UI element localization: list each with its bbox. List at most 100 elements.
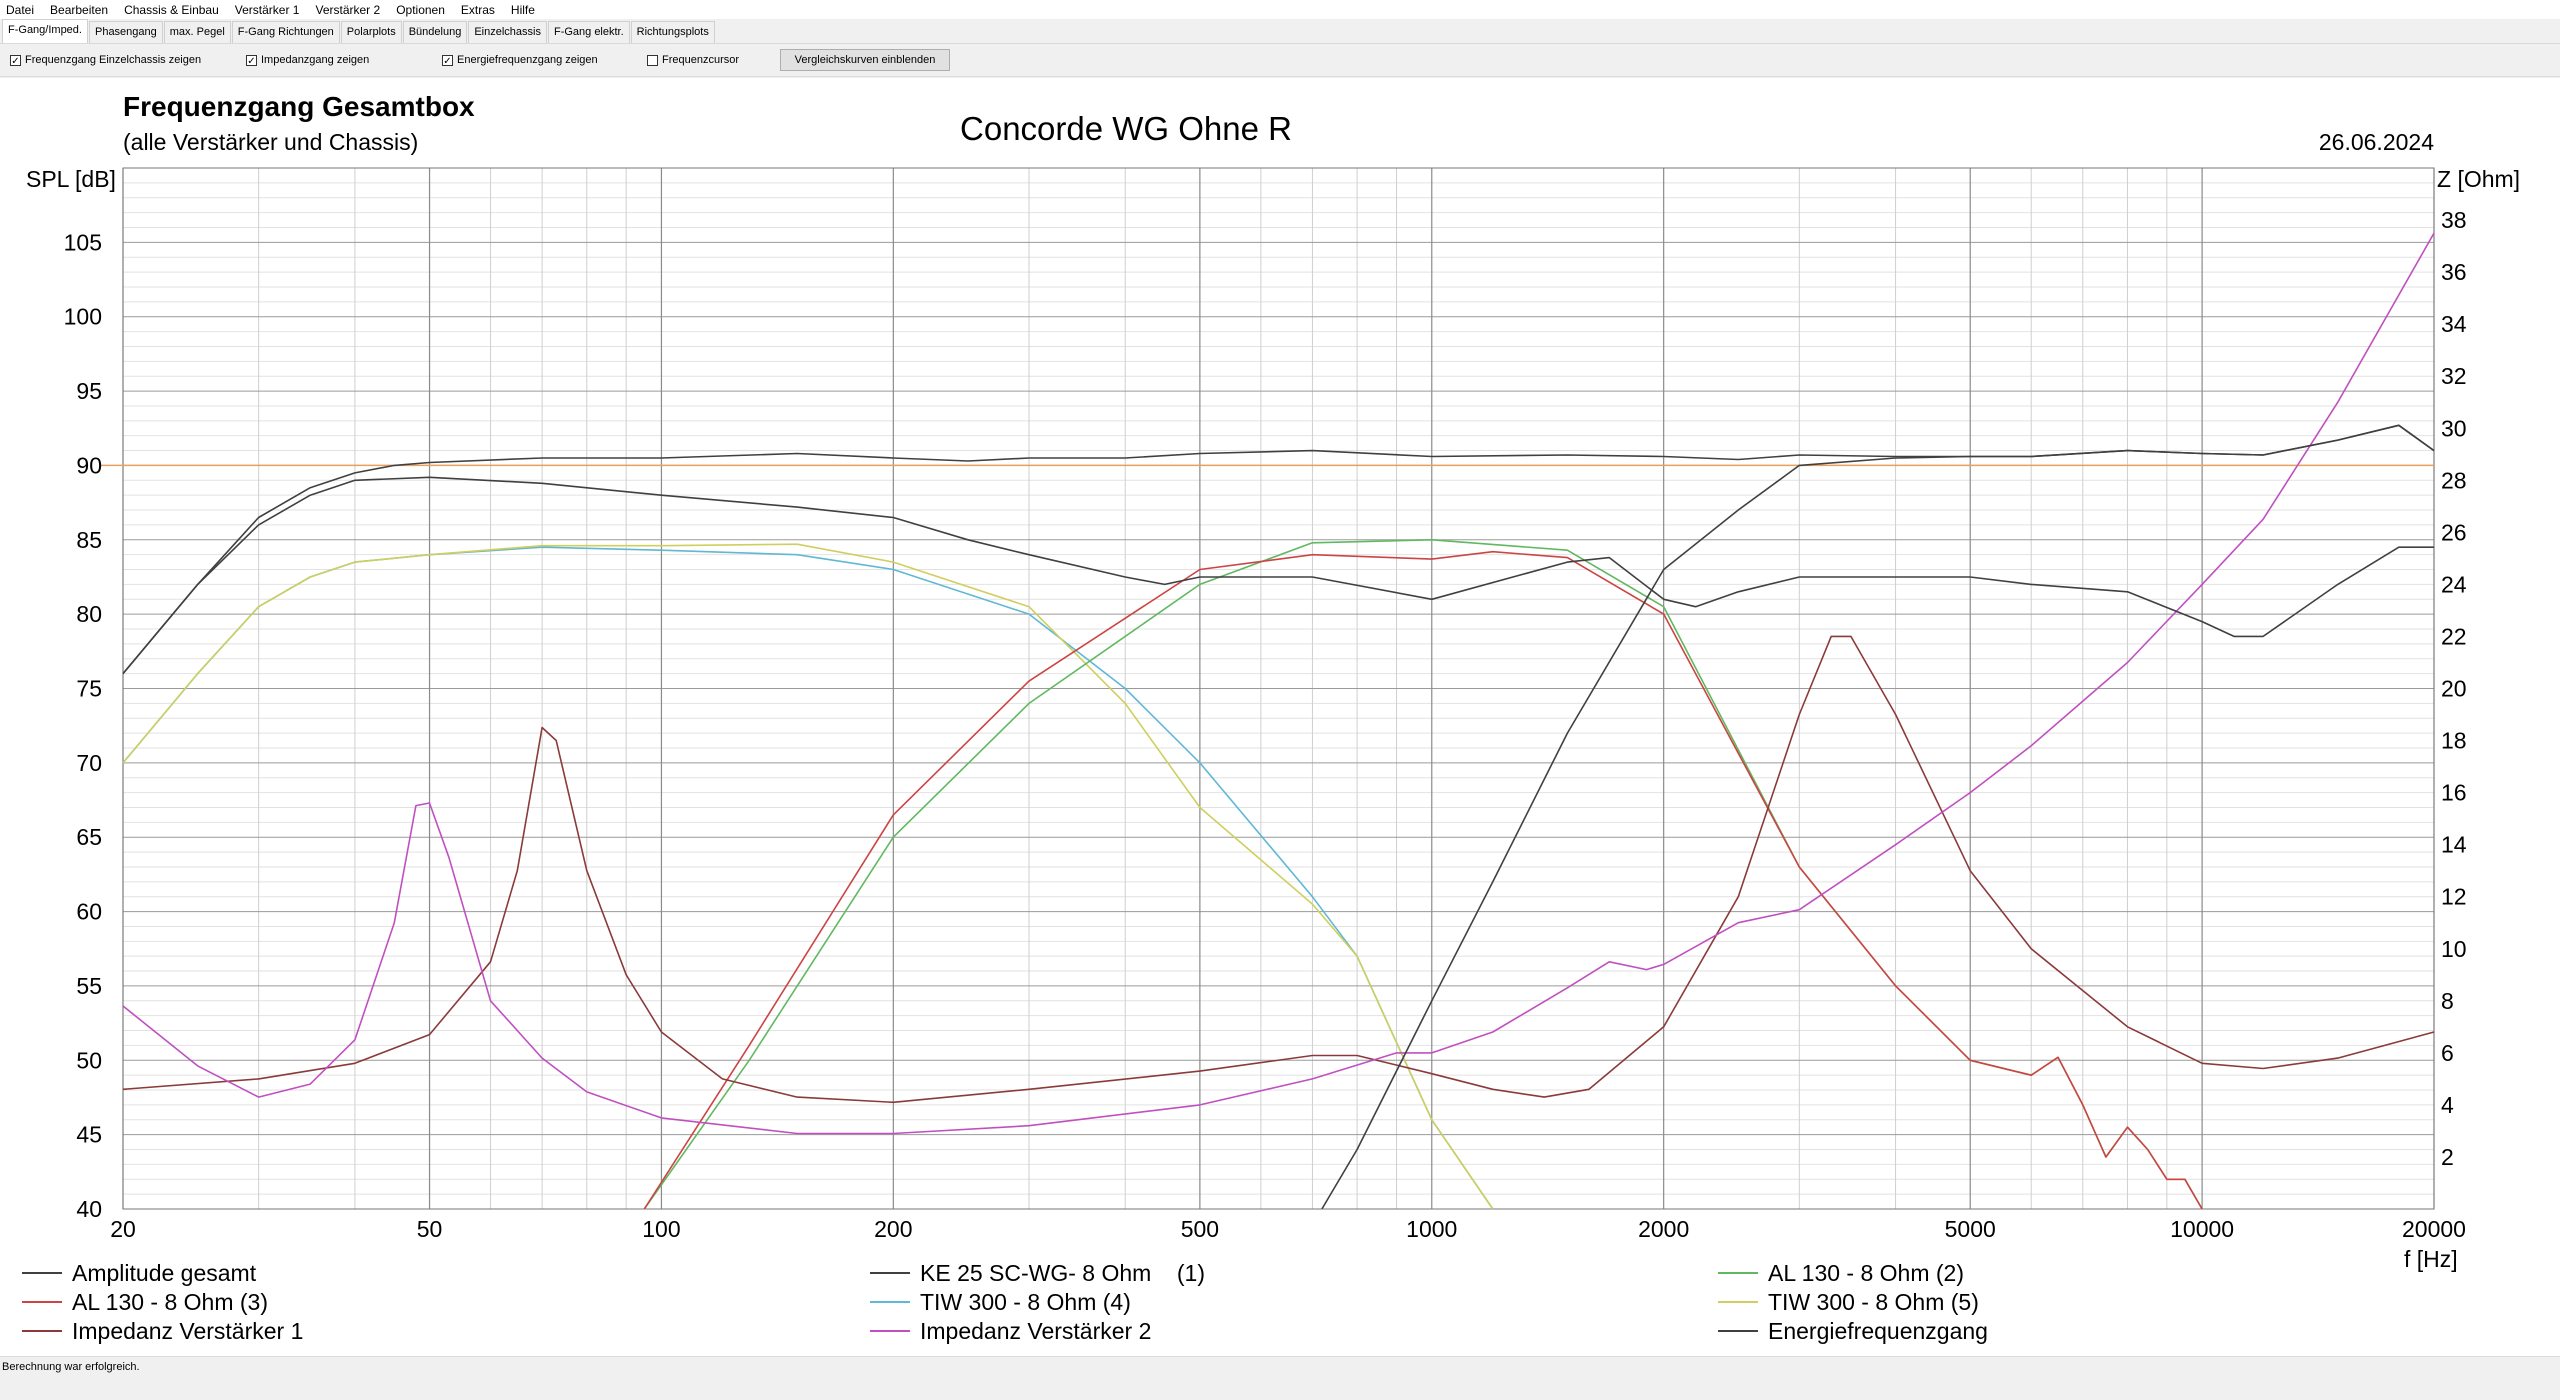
y2-tick-label: 10 (2441, 936, 2467, 962)
chart-date: 26.06.2024 (2319, 129, 2434, 155)
checkbox-label: Energiefrequenzgang zeigen (457, 54, 598, 66)
y-tick-label: 55 (76, 973, 102, 999)
y-tick-label: 80 (76, 601, 102, 627)
checkbox-box[interactable] (647, 54, 658, 66)
y-tick-label: 40 (76, 1196, 102, 1222)
y2-tick-label: 38 (2441, 207, 2467, 233)
frequency-response-chart: 4045505560657075808590951001052468101214… (22, 91, 2520, 1344)
checkbox-label: Frequenzcursor (662, 54, 740, 66)
checkbox-label: Impedanzgang zeigen (261, 54, 370, 66)
series-line-4 (122, 546, 1494, 1210)
series-line-1 (1321, 424, 2435, 1210)
x-tick-label: 5000 (1945, 1216, 1996, 1242)
checkbox-impedanz[interactable]: ✓ Impedanzgang zeigen (246, 54, 370, 67)
y2-tick-label: 34 (2441, 311, 2467, 337)
y2-tick-label: 26 (2441, 519, 2467, 545)
legend-label-5: TIW 300 - 8 Ohm (5) (1768, 1289, 1979, 1315)
y2-tick-label: 28 (2441, 467, 2467, 493)
menu-item-5[interactable]: Optionen (396, 2, 445, 17)
checkbox-box[interactable]: ✓ (442, 54, 453, 67)
y-tick-label: 100 (64, 304, 102, 330)
x-tick-label: 2000 (1638, 1216, 1689, 1242)
checkbox-energie[interactable]: ✓ Energiefrequenzgang zeigen (442, 54, 598, 67)
series-line-5 (122, 543, 1494, 1210)
y2-tick-label: 30 (2441, 415, 2467, 441)
y2-tick-label: 22 (2441, 623, 2467, 649)
legend-label-2: AL 130 - 8 Ohm (2) (1768, 1260, 1964, 1286)
menu-item-7[interactable]: Hilfe (510, 2, 535, 17)
x-axis-label: f [Hz] (2404, 1246, 2458, 1272)
series-line-2 (643, 539, 2203, 1210)
y-tick-label: 70 (76, 750, 102, 776)
menu-item-3[interactable]: Verstärker 1 (234, 2, 300, 17)
legend-label-8: Energiefrequenzgang (1768, 1318, 1988, 1344)
y-tick-label: 65 (76, 824, 102, 850)
menu-item-6[interactable]: Extras (460, 2, 495, 17)
y2-tick-label: 2 (2441, 1144, 2454, 1170)
y-tick-label: 60 (76, 899, 102, 925)
checkbox-box[interactable]: ✓ (10, 54, 21, 67)
tab-0[interactable]: F-Gang/Imped. (2, 19, 88, 43)
checkbox-einzelchassis[interactable]: ✓ Frequenzgang Einzelchassis zeigen (10, 54, 202, 67)
checkbox-label: Frequenzgang Einzelchassis zeigen (25, 54, 202, 66)
plot-frame (122, 167, 2435, 1210)
tab-2[interactable]: max. Pegel (163, 21, 231, 43)
y-tick-label: 85 (76, 527, 102, 553)
menu-item-4[interactable]: Verstärker 2 (315, 2, 381, 17)
x-tick-label: 200 (874, 1216, 912, 1242)
chart-title: Frequenzgang Gesamtbox (123, 91, 475, 122)
menu-item-2[interactable]: Chassis & Einbau (124, 2, 219, 17)
x-tick-label: 20 (110, 1216, 136, 1242)
toolbar: ✓ Frequenzgang Einzelchassis zeigen ✓ Im… (0, 45, 2560, 77)
series-line-6 (122, 635, 2435, 1104)
menu-item-0[interactable]: Datei (6, 2, 35, 17)
menu-item-1[interactable]: Bearbeiten (50, 2, 109, 17)
y-tick-label: 105 (64, 229, 102, 255)
legend-label-1: KE 25 SC-WG- 8 Ohm (1) (920, 1260, 1205, 1286)
x-tick-label: 1000 (1406, 1216, 1457, 1242)
legend-label-0: Amplitude gesamt (72, 1260, 257, 1286)
y2-tick-label: 24 (2441, 571, 2467, 597)
y-axis-label: SPL [dB] (26, 166, 116, 192)
y2-tick-label: 18 (2441, 728, 2467, 754)
legend-label-3: AL 130 - 8 Ohm (3) (72, 1289, 268, 1315)
y-tick-label: 45 (76, 1122, 102, 1148)
chart-center-title: Concorde WG Ohne R (960, 110, 1292, 147)
y-tick-label: 50 (76, 1047, 102, 1073)
tab-3[interactable]: F-Gang Richtungen (231, 21, 340, 43)
y2-tick-label: 20 (2441, 676, 2467, 702)
tab-1[interactable]: Phasengang (88, 21, 163, 43)
y2-tick-label: 4 (2441, 1092, 2454, 1118)
y2-tick-label: 6 (2441, 1040, 2454, 1066)
legend-label-7: Impedanz Verstärker 2 (920, 1318, 1151, 1344)
y2-tick-label: 12 (2441, 884, 2467, 910)
checkbox-box[interactable]: ✓ (246, 54, 257, 67)
menu-bar: Datei Bearbeiten Chassis & Einbau Verstärke… (0, 0, 2560, 19)
series-line-8 (122, 476, 2434, 675)
tab-6[interactable]: Einzelchassis (468, 21, 547, 43)
y2-tick-label: 16 (2441, 780, 2467, 806)
legend-label-6: Impedanz Verstärker 1 (72, 1318, 303, 1344)
series-line-3 (643, 550, 2203, 1210)
y2-tick-label: 32 (2441, 363, 2467, 389)
x-tick-label: 100 (642, 1216, 680, 1242)
tab-7[interactable]: F-Gang elektr. (547, 21, 630, 43)
checkbox-frequenzcursor[interactable]: Frequenzcursor (647, 54, 739, 66)
tab-bar: F-Gang/Imped. Phasengang max. Pegel F-Gang … (0, 19, 2560, 44)
plot-area: 40 45 50 55 60 65 70 75 80 85 90 95 100 105 2 4 6 8 10 12 14… (0, 78, 2560, 1356)
y2-tick-label: 8 (2441, 988, 2454, 1014)
y-tick-label: 95 (76, 378, 102, 404)
legend-label-4: TIW 300 - 8 Ohm (4) (920, 1289, 1131, 1315)
x-tick-label: 10000 (2170, 1216, 2234, 1242)
y2-axis-label: Z [Ohm] (2437, 166, 2520, 192)
vergleichskurven-button[interactable]: Vergleichskurven einblenden (780, 49, 950, 71)
tab-4[interactable]: Polarplots (340, 21, 402, 43)
y-tick-label: 75 (76, 676, 102, 702)
x-tick-label: 500 (1181, 1216, 1219, 1242)
status-text: Berechnung war erfolgreich. (2, 1361, 140, 1373)
chart-subtitle: (alle Verstärker und Chassis) (123, 129, 418, 155)
y-tick-label: 90 (76, 452, 102, 478)
tab-5[interactable]: Bündelung (402, 21, 468, 43)
tab-8[interactable]: Richtungsplots (630, 21, 715, 43)
x-tick-label: 20000 (2402, 1216, 2466, 1242)
